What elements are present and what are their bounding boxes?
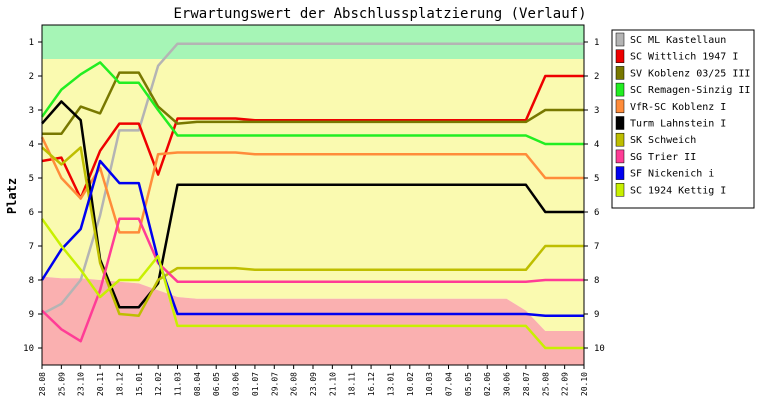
y-tick-label-left: 10: [23, 344, 34, 354]
x-tick-label: 07.04: [445, 372, 454, 396]
legend: SC ML Kastellaun SC Wittlich 1947 I SV Kob…: [611, 29, 755, 209]
x-tick-label: 25.09: [57, 372, 66, 396]
y-tick-label-right: 1: [594, 38, 599, 48]
series-line-3: [40, 61, 584, 146]
y-tick-label-right: 9: [594, 310, 599, 320]
legend-label: SV Koblenz 03/25 III: [630, 68, 750, 79]
series-line-5: [41, 100, 584, 309]
legend-label: SK Schweich: [630, 135, 696, 146]
legend-swatch: [615, 166, 625, 180]
x-tick-label: 12.02: [154, 372, 163, 396]
series-line-0: [41, 42, 584, 316]
legend-swatch: [615, 132, 625, 147]
y-axis-ticks: 1 1 2 2 3 3 4 4 5 5 6 6 7 7 8 8 9 9 10 10: [23, 38, 605, 354]
x-tick-label: 30.06: [503, 372, 512, 396]
x-tick-label: 03.06: [232, 372, 241, 396]
legend-label: SG Trier II: [630, 152, 696, 163]
y-tick-label-right: 10: [594, 344, 605, 354]
y-tick-label-left: 4: [29, 140, 34, 150]
legend-swatch: [615, 32, 625, 47]
x-tick-label: 05.05: [464, 372, 473, 396]
x-tick-label: 11.03: [174, 372, 183, 396]
y-tick-label-right: 8: [594, 276, 599, 286]
band-0: [42, 25, 584, 59]
x-tick-label: 20.10: [580, 372, 589, 396]
x-tick-label: 08.04: [193, 372, 202, 396]
legend-label: SC Remagen-Sinzig II: [630, 85, 750, 96]
x-tick-label: 13.01: [386, 372, 395, 396]
chart-title: Erwartungswert der Abschlussplatzierung …: [173, 6, 586, 22]
x-tick-label: 15.01: [135, 372, 144, 396]
y-tick-label-left: 5: [29, 174, 34, 184]
y-tick-label-right: 5: [594, 174, 599, 184]
x-tick-label: 25.08: [541, 372, 550, 396]
series-line-8: [40, 159, 584, 317]
series-lines: [40, 42, 584, 350]
y-tick-label-left: 1: [29, 38, 34, 48]
x-axis-ticks: 28.08 25.09 23.10 20.11 18.12 15.01 12.02 11.03…: [38, 365, 589, 396]
x-tick-label: 28.07: [522, 372, 531, 396]
legend-label: Turm Lahnstein I: [630, 119, 726, 130]
x-tick-label: 23.10: [77, 372, 86, 396]
y-tick-label-left: 3: [29, 106, 34, 116]
legend-label: SC Wittlich 1947 I: [630, 52, 738, 63]
band-1: [42, 59, 584, 331]
x-tick-label: 18.11: [348, 372, 357, 396]
y-tick-label-left: 8: [29, 276, 34, 286]
y-tick-label-left: 6: [29, 208, 34, 218]
x-tick-label: 21.10: [328, 372, 337, 396]
legend-swatch: [615, 82, 625, 97]
legend-label: SF Nickenich i: [630, 169, 714, 180]
series-line-6: [41, 146, 584, 317]
x-tick-label: 29.07: [270, 372, 279, 396]
y-tick-label-right: 7: [594, 242, 599, 252]
x-tick-label: 22.09: [561, 372, 570, 396]
y-tick-label-right: 6: [594, 208, 599, 218]
x-tick-label: 10.02: [406, 372, 415, 396]
legend-swatch: [615, 116, 625, 130]
x-tick-label: 06.05: [212, 372, 221, 396]
x-tick-label: 20.11: [96, 372, 105, 396]
legend-swatch: [615, 183, 625, 197]
legend-swatch: [615, 149, 625, 164]
series-line-4: [40, 136, 584, 234]
y-tick-label-left: 9: [29, 310, 34, 320]
series-line-9: [40, 218, 584, 350]
x-tick-label: 23.09: [309, 372, 318, 396]
x-tick-label: 18.12: [115, 372, 124, 396]
legend-label: SC 1924 Kettig I: [630, 185, 726, 196]
background-bands: [42, 25, 584, 365]
x-tick-label: 10.03: [425, 372, 434, 396]
legend-label: SC ML Kastellaun: [630, 35, 726, 46]
y-tick-label-left: 7: [29, 242, 34, 252]
legend-swatch: [615, 49, 625, 63]
y-axis-label: Platz: [5, 178, 19, 214]
x-tick-label: 16.12: [367, 372, 376, 396]
y-tick-label-right: 2: [594, 72, 599, 82]
legend-swatch: [615, 99, 625, 114]
y-tick-label-left: 2: [29, 72, 34, 82]
series-line-2: [42, 71, 584, 136]
x-tick-label: 01.07: [251, 372, 260, 396]
x-tick-label: 26.08: [290, 372, 299, 396]
x-tick-label: 02.06: [483, 372, 492, 396]
x-tick-label: 28.08: [38, 372, 47, 396]
series-line-7: [41, 217, 584, 343]
legend-swatch: [615, 66, 625, 80]
legend-label: VfR-SC Koblenz I: [630, 102, 726, 113]
y-tick-label-right: 3: [594, 106, 599, 116]
band-2: [42, 276, 584, 365]
y-tick-label-right: 4: [594, 140, 599, 150]
series-line-1: [41, 74, 584, 200]
legend-box: [611, 29, 755, 209]
